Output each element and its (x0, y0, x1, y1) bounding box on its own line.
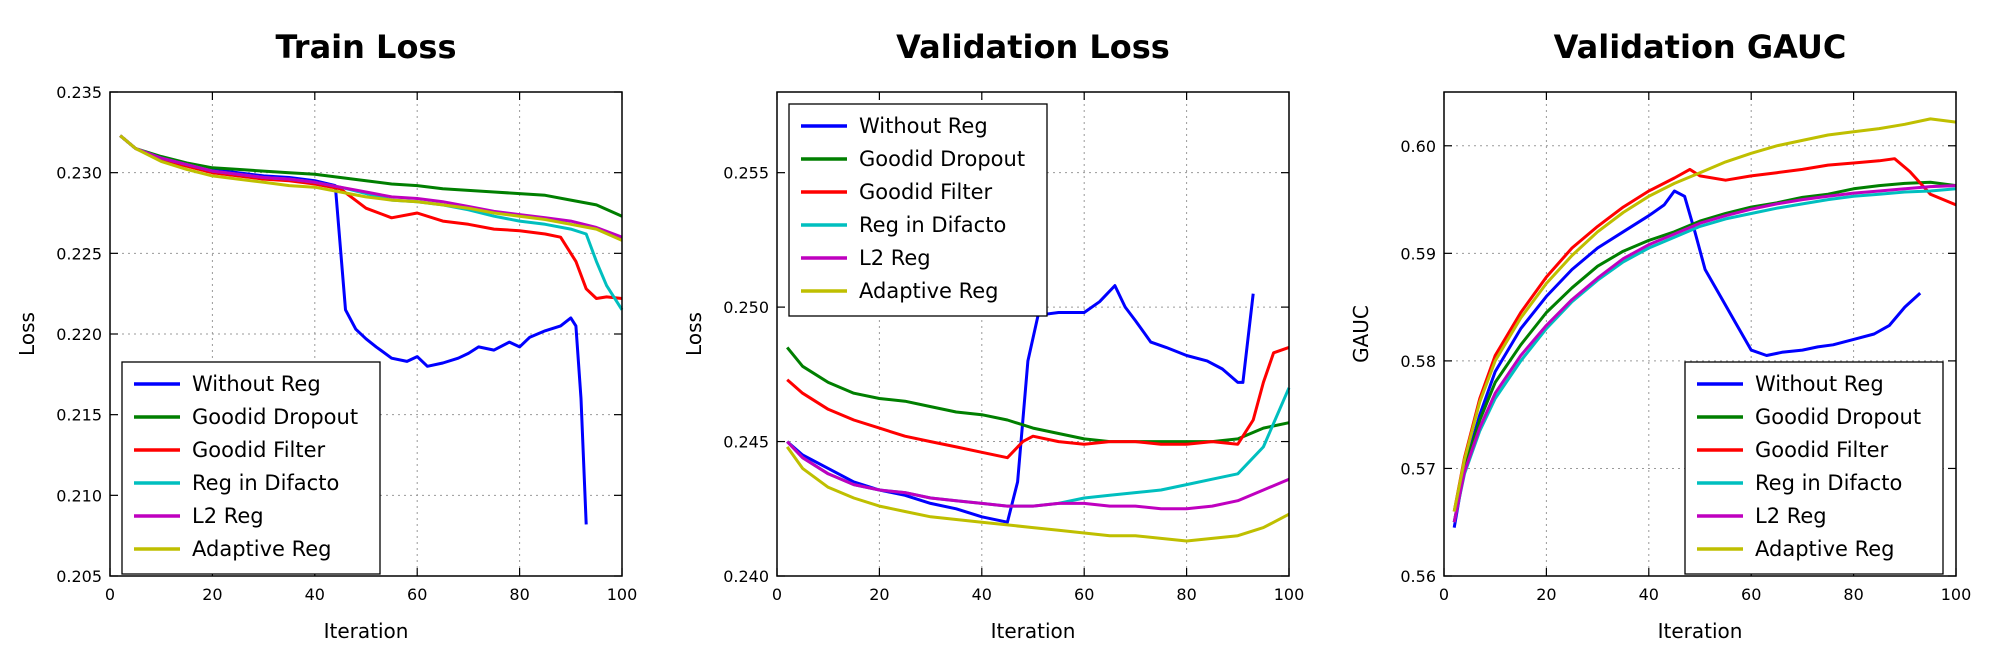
y-axis-label: Loss (682, 312, 706, 356)
y-tick-label: 0.205 (56, 567, 102, 586)
legend-label-adaptive-reg: Adaptive Reg (1755, 537, 1895, 561)
series-line-adaptive-reg (1452, 117, 1957, 512)
x-tick-label: 20 (1536, 585, 1556, 604)
series-line-goodid-dropout (119, 134, 623, 218)
x-axis-label: Iteration (324, 619, 409, 643)
legend-label-l2-reg: L2 Reg (1755, 504, 1827, 528)
plot-frame (776, 91, 1290, 577)
y-tick-label: 0.210 (56, 486, 102, 505)
y-tick-label: 0.240 (723, 567, 769, 586)
legend-label-adaptive-reg: Adaptive Reg (859, 279, 999, 303)
chart-validation-gauc: 0 20 40 60 80 100 0.56 0.57 0.58 0.59 0.60 Validati… (1349, 28, 1971, 643)
y-tick-label: 0.59 (1400, 244, 1436, 263)
chart-title: Train Loss (275, 28, 456, 66)
x-tick-label: 0 (105, 585, 115, 604)
x-tick-label: 40 (972, 585, 992, 604)
x-tick-label: 0 (1439, 585, 1449, 604)
x-tick-label: 80 (1176, 585, 1196, 604)
legend-box (788, 103, 1048, 317)
legend-box (1684, 361, 1944, 575)
legend: Without Reg Goodid Dropout Goodid Filter Re… (788, 103, 1048, 317)
series-line-goodid-dropout (786, 346, 1290, 444)
y-tick-label: 0.230 (56, 164, 102, 183)
legend-label-goodid-filter: Goodid Filter (859, 180, 993, 204)
x-tick-label: 60 (407, 585, 427, 604)
x-axis-label: Iteration (1658, 619, 1743, 643)
x-tick-label: 100 (1941, 585, 1972, 604)
series-line-without-reg (1452, 189, 1922, 528)
chart-validation-loss: 0 20 40 60 80 100 0.240 0.245 0.250 0.255 Validati… (682, 28, 1304, 643)
legend-label-goodid-filter: Goodid Filter (192, 438, 326, 462)
plot-frame (1443, 91, 1957, 577)
x-tick-label: 60 (1074, 585, 1094, 604)
x-tick-label: 40 (305, 585, 325, 604)
legend-label-adaptive-reg: Adaptive Reg (192, 537, 332, 561)
series-line-adaptive-reg (119, 134, 623, 242)
x-tick-label: 100 (607, 585, 638, 604)
legend: Without Reg Goodid Dropout Goodid Filter Re… (1684, 361, 1944, 575)
series-line-goodid-dropout (1452, 180, 1957, 523)
x-tick-label: 20 (869, 585, 889, 604)
legend-label-goodid-filter: Goodid Filter (1755, 438, 1889, 462)
series-line-l2-reg (1452, 184, 1957, 523)
chart-title: Validation GAUC (1554, 28, 1847, 66)
series-line-reg-in-difacto (786, 387, 1291, 508)
y-tick-label: 0.225 (56, 244, 102, 263)
series-line-goodid-filter (1452, 157, 1957, 512)
legend-label-reg-in-difacto: Reg in Difacto (192, 471, 339, 495)
series-line-goodid-filter (786, 345, 1290, 460)
legend-label-reg-in-difacto: Reg in Difacto (859, 213, 1006, 237)
legend-label-without-reg: Without Reg (192, 372, 321, 396)
legend-box (121, 361, 381, 575)
y-tick-label: 0.235 (56, 83, 102, 102)
x-tick-label: 20 (202, 585, 222, 604)
series-line-goodid-filter (119, 134, 623, 300)
y-axis-label: GAUC (1349, 305, 1373, 363)
y-tick-label: 0.57 (1400, 459, 1436, 478)
y-tick-label: 0.220 (56, 325, 102, 344)
legend-label-l2-reg: L2 Reg (192, 504, 264, 528)
x-axis-label: Iteration (991, 619, 1076, 643)
y-tick-label: 0.60 (1400, 137, 1436, 156)
legend-label-goodid-dropout: Goodid Dropout (192, 405, 358, 429)
legend-label-without-reg: Without Reg (859, 114, 988, 138)
series-line-reg-in-difacto (1452, 187, 1957, 523)
series-line-l2-reg (119, 134, 623, 239)
x-tick-label: 80 (509, 585, 529, 604)
y-tick-label: 0.56 (1400, 567, 1436, 586)
series-line-adaptive-reg (785, 446, 1290, 543)
legend-label-without-reg: Without Reg (1755, 372, 1884, 396)
legend-label-reg-in-difacto: Reg in Difacto (1755, 471, 1902, 495)
y-tick-label: 0.255 (723, 164, 769, 183)
x-tick-label: 0 (772, 585, 782, 604)
y-tick-label: 0.245 (723, 433, 769, 452)
y-axis-label: Loss (15, 312, 39, 356)
x-tick-label: 40 (1639, 585, 1659, 604)
series-line-reg-in-difacto (119, 134, 624, 311)
series-line-without-reg (119, 134, 588, 525)
legend-label-goodid-dropout: Goodid Dropout (859, 147, 1025, 171)
legend: Without Reg Goodid Dropout Goodid Filter Re… (121, 361, 381, 575)
legend-label-goodid-dropout: Goodid Dropout (1755, 405, 1921, 429)
x-tick-label: 100 (1274, 585, 1305, 604)
chart-title: Validation Loss (896, 28, 1170, 66)
x-tick-label: 80 (1843, 585, 1863, 604)
legend-label-l2-reg: L2 Reg (859, 246, 931, 270)
x-tick-label: 60 (1741, 585, 1761, 604)
chart-train-loss: 0 20 40 60 80 100 0.205 0.210 0.215 0.220 0.225 0.2… (15, 28, 637, 643)
y-tick-label: 0.215 (56, 406, 102, 425)
y-tick-label: 0.250 (723, 298, 769, 317)
series-line-l2-reg (786, 440, 1290, 511)
y-tick-label: 0.58 (1400, 352, 1436, 371)
